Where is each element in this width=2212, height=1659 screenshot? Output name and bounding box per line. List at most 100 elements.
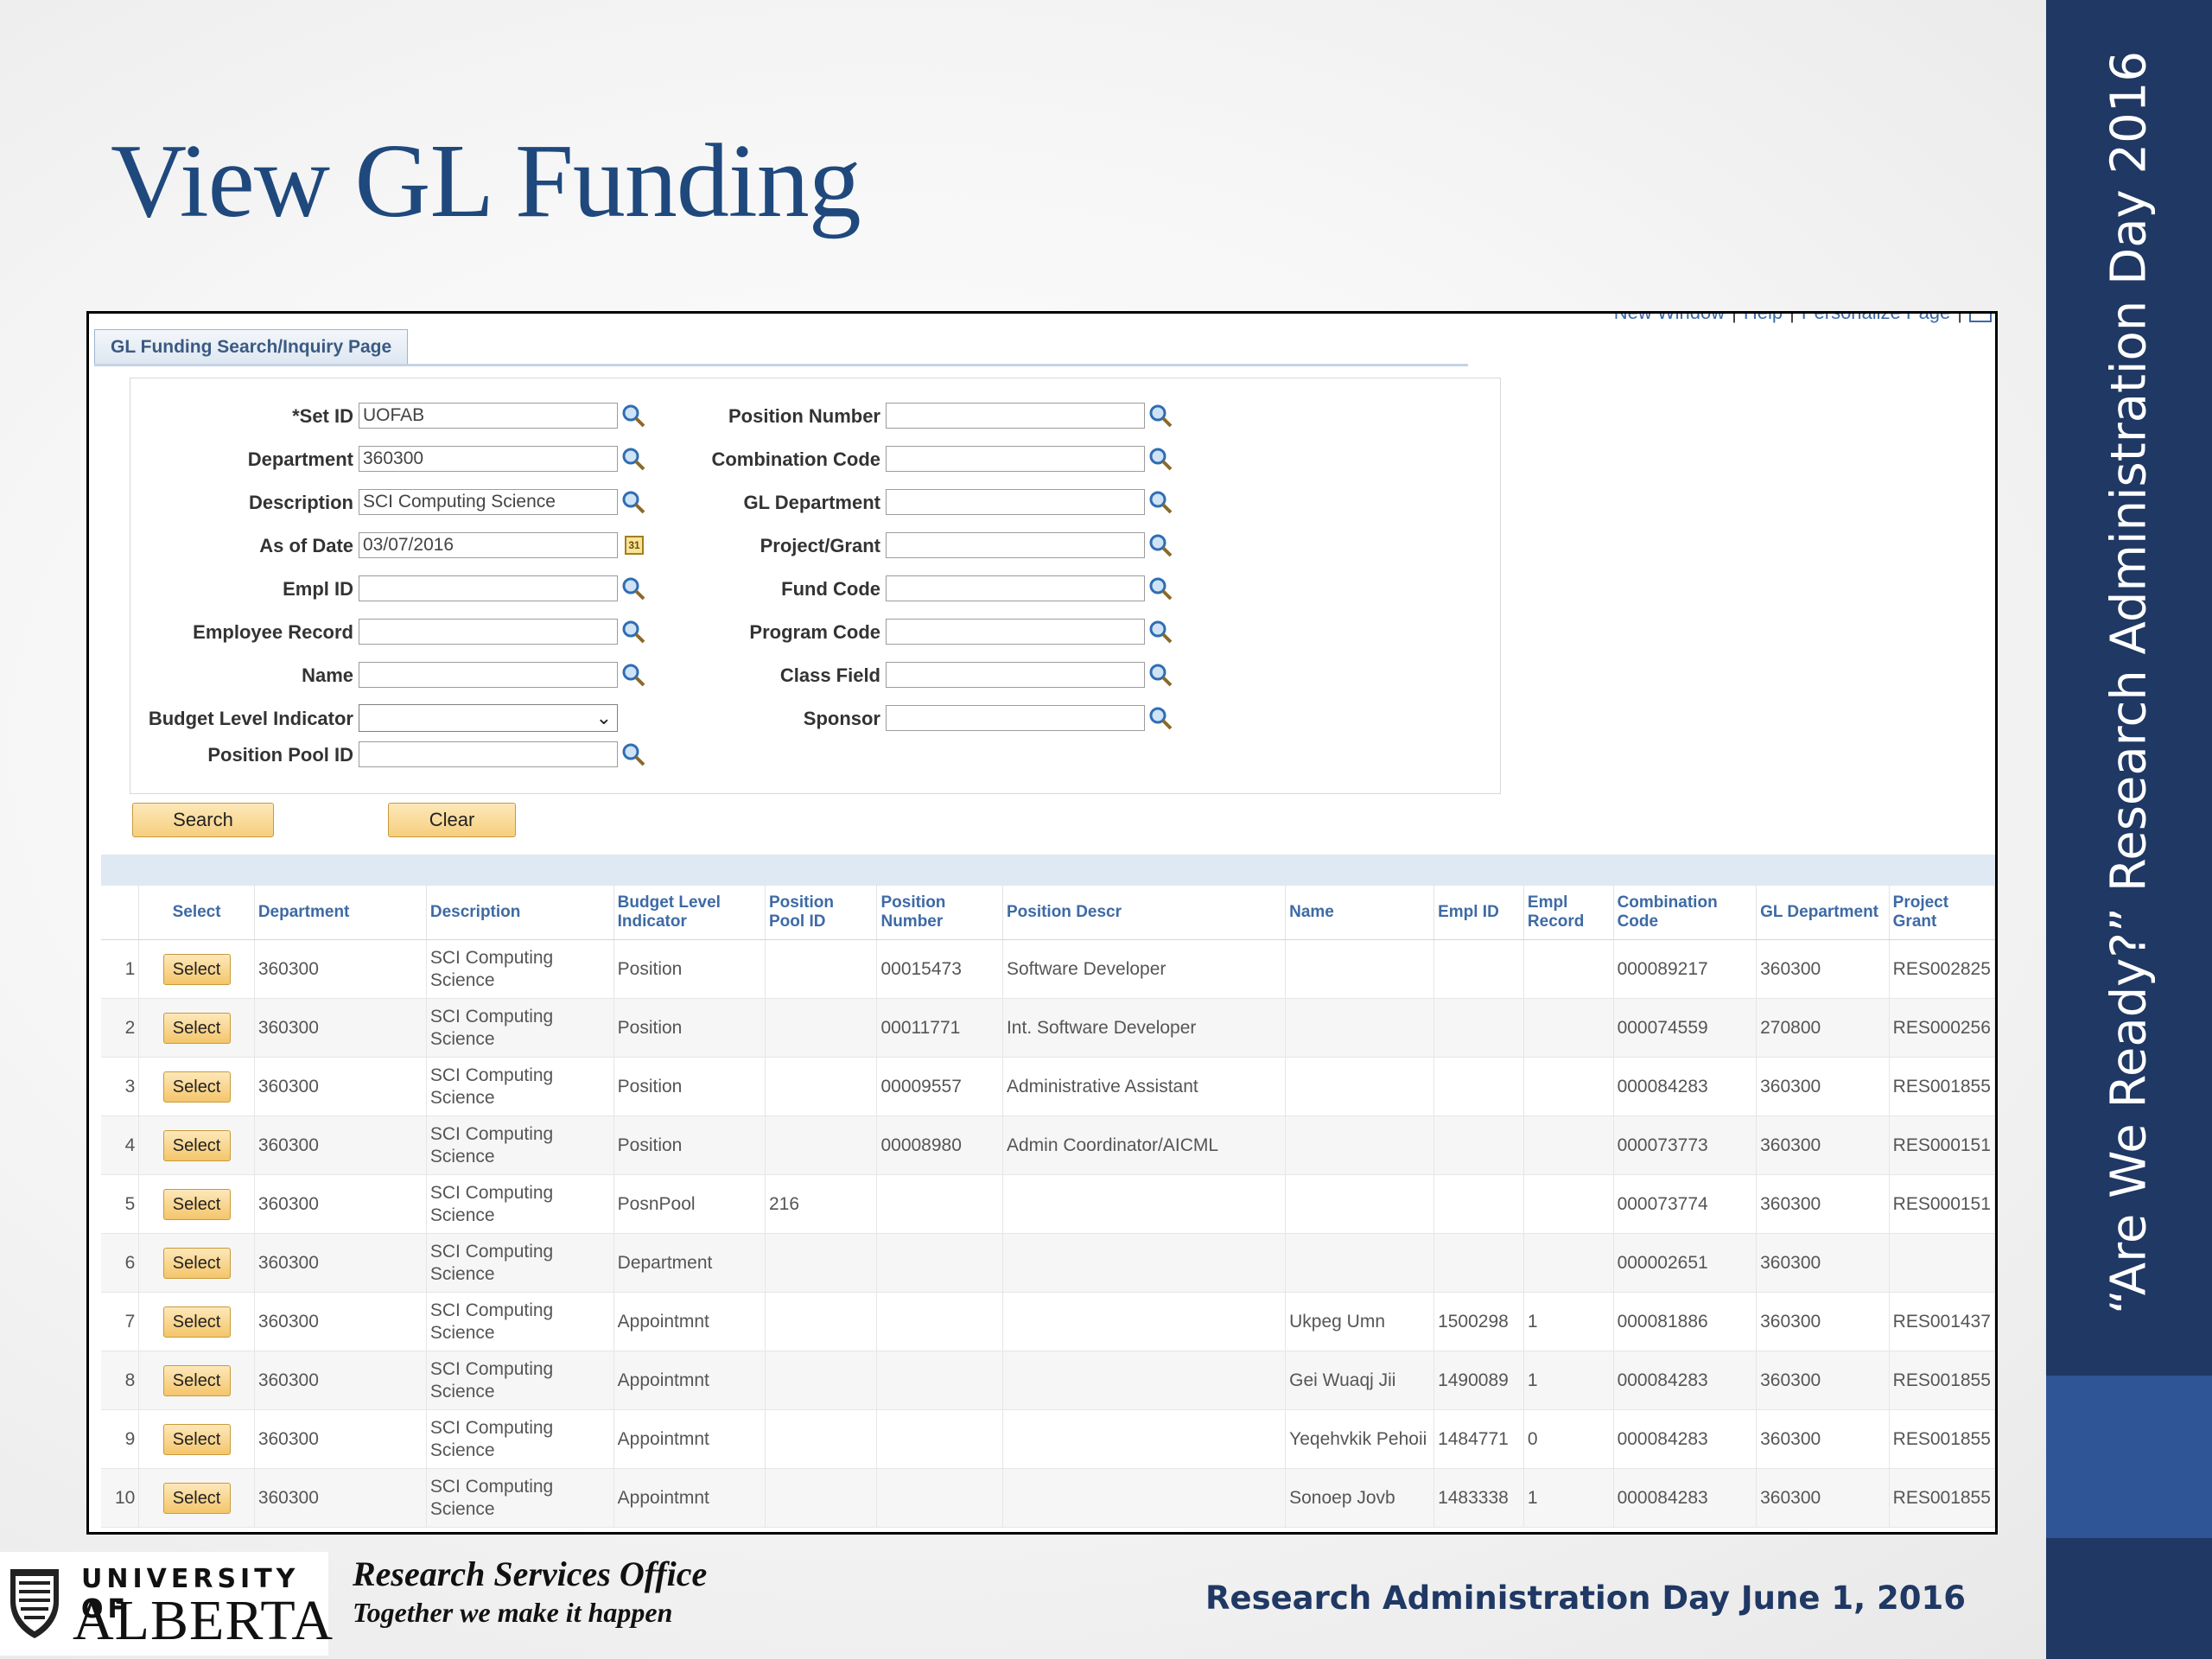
table-row: 10 Select 360300 SCI Computing Science Appoi…: [101, 1468, 1995, 1528]
search-icon[interactable]: [1148, 663, 1173, 687]
cell-combo: 000081886: [1613, 1292, 1758, 1351]
column-header-position-pool-id[interactable]: Position Pool ID: [765, 886, 878, 940]
cell-gldept: 360300: [1756, 1409, 1890, 1469]
search-icon[interactable]: [621, 447, 645, 471]
column-header-name[interactable]: Name: [1285, 886, 1435, 940]
cell-posdescr: [1002, 1351, 1287, 1410]
select-cell: Select: [138, 998, 255, 1058]
row-select-button[interactable]: Select: [162, 1071, 231, 1103]
column-header-select[interactable]: Select: [138, 886, 255, 940]
search-icon[interactable]: [621, 663, 645, 687]
cell-name: [1285, 1057, 1435, 1116]
search-icon[interactable]: [1148, 620, 1173, 644]
column-header-gl-department[interactable]: GL Department: [1756, 886, 1890, 940]
row-select-button[interactable]: Select: [162, 1364, 231, 1396]
cell-combo: 000084283: [1613, 1351, 1758, 1410]
personalize-page-link[interactable]: Personalize Page: [1801, 311, 1951, 323]
row-select-button[interactable]: Select: [162, 953, 231, 985]
name-input[interactable]: [359, 662, 618, 688]
clear-button[interactable]: Clear: [388, 803, 516, 837]
grid-icon[interactable]: [1969, 314, 1992, 323]
fund-code-input[interactable]: [886, 575, 1145, 601]
cell-emplid: [1433, 1116, 1524, 1175]
column-header-empl-record[interactable]: Empl Record: [1523, 886, 1614, 940]
select-cell: Select: [138, 1057, 255, 1116]
select-cell: Select: [138, 1233, 255, 1293]
cell-emplid: 1490089: [1433, 1351, 1524, 1410]
cell-dept: 360300: [254, 1351, 427, 1410]
position-pool-id-input[interactable]: [359, 741, 618, 767]
position-number-input[interactable]: [886, 403, 1145, 429]
table-row: 2 Select 360300 SCI Computing Science Positi…: [101, 998, 1995, 1058]
combination-code-input[interactable]: [886, 446, 1145, 472]
search-icon[interactable]: [1148, 447, 1173, 471]
footer-date: Research Administration Day June 1, 2016: [1205, 1580, 1966, 1617]
employee-record-label: Employee Record: [193, 621, 353, 643]
as-of-date-input[interactable]: [359, 532, 618, 558]
search-icon[interactable]: [1148, 706, 1173, 730]
program-code-input[interactable]: [886, 619, 1145, 645]
cell-posnum: [876, 1233, 1003, 1293]
column-header-department[interactable]: Department: [254, 886, 427, 940]
column-header-position-number[interactable]: Position Number: [876, 886, 1003, 940]
cell-bli: Appointmnt: [613, 1351, 766, 1410]
description-input[interactable]: [359, 489, 618, 515]
search-icon[interactable]: [621, 620, 645, 644]
cell-name: Sonoep Jovb: [1285, 1468, 1435, 1528]
new-window-link[interactable]: New Window: [1613, 311, 1726, 323]
search-icon[interactable]: [621, 404, 645, 428]
cell-pool: [765, 1409, 878, 1469]
set-id-input[interactable]: [359, 403, 618, 429]
search-icon[interactable]: [621, 576, 645, 601]
cell-pool: [765, 998, 878, 1058]
cell-posdescr: Software Developer: [1002, 939, 1287, 999]
cell-pool: [765, 1468, 878, 1528]
budget-level-indicator-select[interactable]: ⌄: [359, 704, 618, 732]
search-icon[interactable]: [621, 742, 645, 766]
office-tagline: Together we make it happen: [353, 1597, 673, 1628]
cell-posnum: [876, 1409, 1003, 1469]
class-field-input[interactable]: [886, 662, 1145, 688]
column-header-project-grant[interactable]: Project Grant: [1889, 886, 1995, 940]
row-select-button[interactable]: Select: [162, 1129, 231, 1161]
row-number: 5: [101, 1174, 140, 1234]
position-number-label: Position Number: [728, 405, 880, 427]
search-icon[interactable]: [1148, 533, 1173, 557]
cell-dept: 360300: [254, 1292, 427, 1351]
class-field-label: Class Field: [779, 664, 880, 686]
cell-emplid: 1500298: [1433, 1292, 1524, 1351]
tab-gl-funding-search[interactable]: GL Funding Search/Inquiry Page: [94, 329, 409, 365]
department-input[interactable]: [359, 446, 618, 472]
row-select-button[interactable]: Select: [162, 1482, 231, 1514]
department-label: Department: [247, 448, 353, 470]
row-select-button[interactable]: Select: [162, 1247, 231, 1279]
cell-combo: 000084283: [1613, 1057, 1758, 1116]
column-header-position-descr[interactable]: Position Descr: [1002, 886, 1287, 940]
project-grant-input[interactable]: [886, 532, 1145, 558]
search-icon[interactable]: [1148, 490, 1173, 514]
column-header-budget-level-indicator[interactable]: Budget Level Indicator: [613, 886, 766, 940]
gl-department-input[interactable]: [886, 489, 1145, 515]
column-header-description[interactable]: Description: [426, 886, 614, 940]
employee-record-input[interactable]: [359, 619, 618, 645]
calendar-icon[interactable]: 31: [625, 536, 644, 555]
table-row: 4 Select 360300 SCI Computing Science Positi…: [101, 1116, 1995, 1175]
search-button[interactable]: Search: [132, 803, 274, 837]
search-icon[interactable]: [1148, 576, 1173, 601]
cell-dept: 360300: [254, 998, 427, 1058]
cell-name: Ukpeg Umn: [1285, 1292, 1435, 1351]
empl-id-input[interactable]: [359, 575, 618, 601]
row-select-button[interactable]: Select: [162, 1188, 231, 1220]
help-link[interactable]: Help: [1743, 311, 1783, 323]
column-header-empl-id[interactable]: Empl ID: [1433, 886, 1524, 940]
cell-posnum: [876, 1351, 1003, 1410]
cell-combo: 000084283: [1613, 1468, 1758, 1528]
search-icon[interactable]: [1148, 404, 1173, 428]
column-header-combination-code[interactable]: Combination Code: [1613, 886, 1758, 940]
row-select-button[interactable]: Select: [162, 1423, 231, 1455]
row-select-button[interactable]: Select: [162, 1306, 231, 1338]
row-select-button[interactable]: Select: [162, 1012, 231, 1044]
cell-emplrec: [1523, 998, 1614, 1058]
sponsor-input[interactable]: [886, 705, 1145, 731]
search-icon[interactable]: [621, 490, 645, 514]
